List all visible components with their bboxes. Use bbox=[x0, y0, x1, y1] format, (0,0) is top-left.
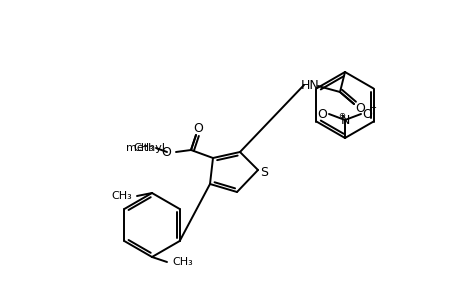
Text: HN: HN bbox=[300, 79, 319, 92]
Text: O: O bbox=[161, 146, 171, 160]
Text: CH₃: CH₃ bbox=[172, 257, 192, 267]
Text: O: O bbox=[316, 107, 326, 121]
Text: −: − bbox=[368, 103, 376, 113]
Text: S: S bbox=[259, 166, 268, 178]
Text: methyl: methyl bbox=[126, 143, 165, 153]
Text: CH₃: CH₃ bbox=[133, 143, 154, 153]
Text: ⊕: ⊕ bbox=[338, 110, 345, 119]
Text: O: O bbox=[354, 101, 364, 115]
Text: N: N bbox=[340, 113, 349, 127]
Text: O: O bbox=[361, 107, 371, 121]
Text: O: O bbox=[193, 122, 202, 136]
Text: CH₃: CH₃ bbox=[111, 191, 132, 201]
